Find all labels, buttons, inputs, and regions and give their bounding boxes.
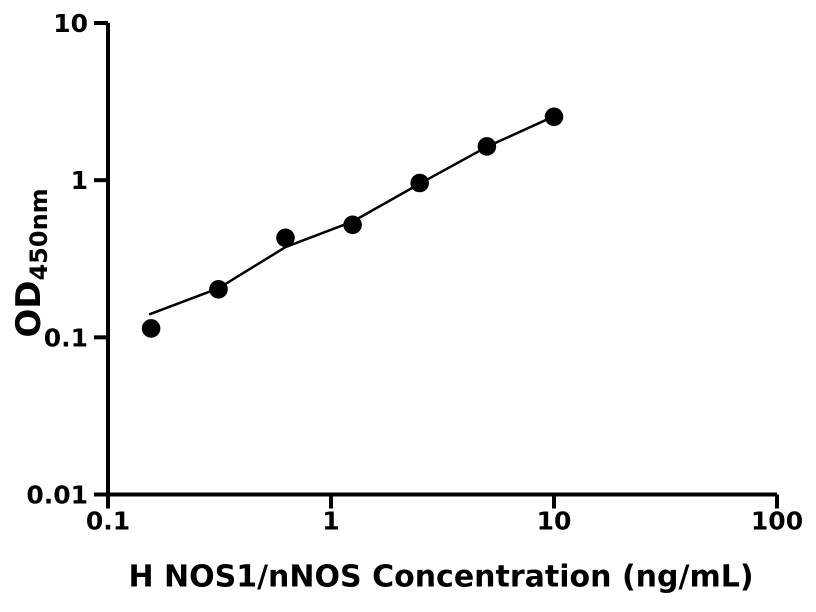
y-axis-title-base: OD [9, 280, 49, 338]
data-point [410, 173, 430, 193]
y-tick-label: 1 [71, 166, 88, 195]
x-tick-label: 10 [537, 507, 572, 536]
y-tick-label: 0.1 [44, 323, 88, 352]
data-point [141, 319, 161, 338]
y-axis-title: OD450nm [9, 188, 53, 337]
y-tick-label: 0.01 [26, 481, 88, 510]
x-axis-title: H NOS1/nNOS Concentration (ng/mL) [128, 559, 754, 595]
data-point [477, 137, 497, 156]
data-point [544, 107, 564, 127]
y-axis-title-subscript: 450nm [25, 188, 53, 281]
y-tick-label: 10 [53, 9, 88, 38]
x-tick-label: 1 [322, 507, 339, 536]
x-tick-label: 100 [751, 507, 803, 536]
data-point [209, 280, 228, 299]
x-tick-label: 0.1 [86, 507, 130, 536]
data-point [343, 215, 362, 235]
axis-spines [106, 23, 777, 497]
data-point [276, 228, 295, 248]
